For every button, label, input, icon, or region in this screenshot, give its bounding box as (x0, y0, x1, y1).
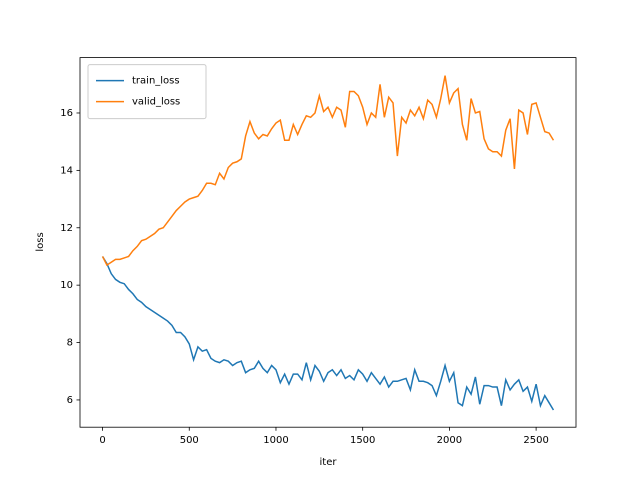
x-tick-label: 2500 (523, 435, 548, 446)
line-series (101, 256, 555, 411)
y-tick-label: 14 (60, 165, 73, 176)
y-tick-label: 6 (67, 395, 73, 406)
y-tick-label: 16 (60, 108, 73, 119)
y-tick-label: 10 (60, 280, 73, 291)
x-axis-label: iter (320, 457, 338, 468)
legend-label: train_loss (132, 76, 180, 87)
x-tick-label: 1000 (263, 435, 288, 446)
y-tick-label: 12 (60, 223, 73, 234)
y-tick-label: 8 (67, 338, 73, 349)
legend-box (87, 64, 207, 120)
y-axis-label: loss (35, 232, 46, 251)
x-tick-label: 2000 (437, 435, 462, 446)
x-tick-label: 0 (99, 435, 105, 446)
x-tick-label: 500 (180, 435, 199, 446)
axes-frame (79, 57, 577, 428)
line-series (101, 75, 555, 267)
legend-label: valid_loss (132, 97, 180, 108)
x-tick-label: 1500 (350, 435, 375, 446)
